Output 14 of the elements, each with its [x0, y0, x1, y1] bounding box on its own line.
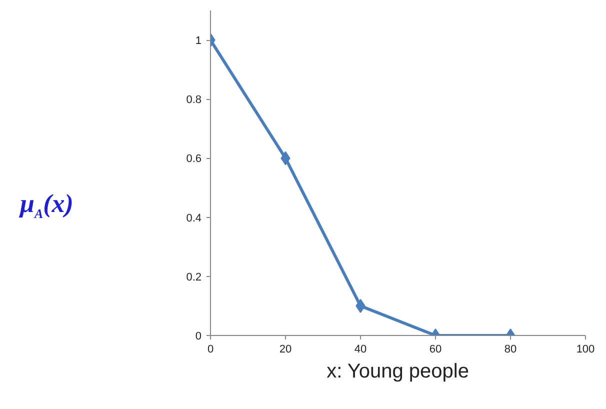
x-tick-label: 40	[354, 344, 367, 356]
x-tick-label: 60	[429, 344, 442, 356]
y-tick-label: 0.8	[186, 94, 202, 106]
y-tick-label: 0.2	[186, 271, 202, 284]
y-tick-label: 0.4	[186, 212, 202, 224]
x-tick-label: 80	[504, 344, 517, 356]
x-tick-label: 0	[207, 344, 214, 356]
y-axis-title: μ$_{A}$(x)	[20, 188, 74, 224]
y-tick-label: 1	[195, 35, 202, 48]
y-tick-label: 0.6	[186, 153, 202, 166]
x-tick-label: 20	[279, 344, 292, 356]
x-axis-title: x: Young people	[326, 360, 470, 382]
y-tick-label: 0	[195, 330, 202, 342]
x-tick-label: 100	[576, 344, 595, 356]
